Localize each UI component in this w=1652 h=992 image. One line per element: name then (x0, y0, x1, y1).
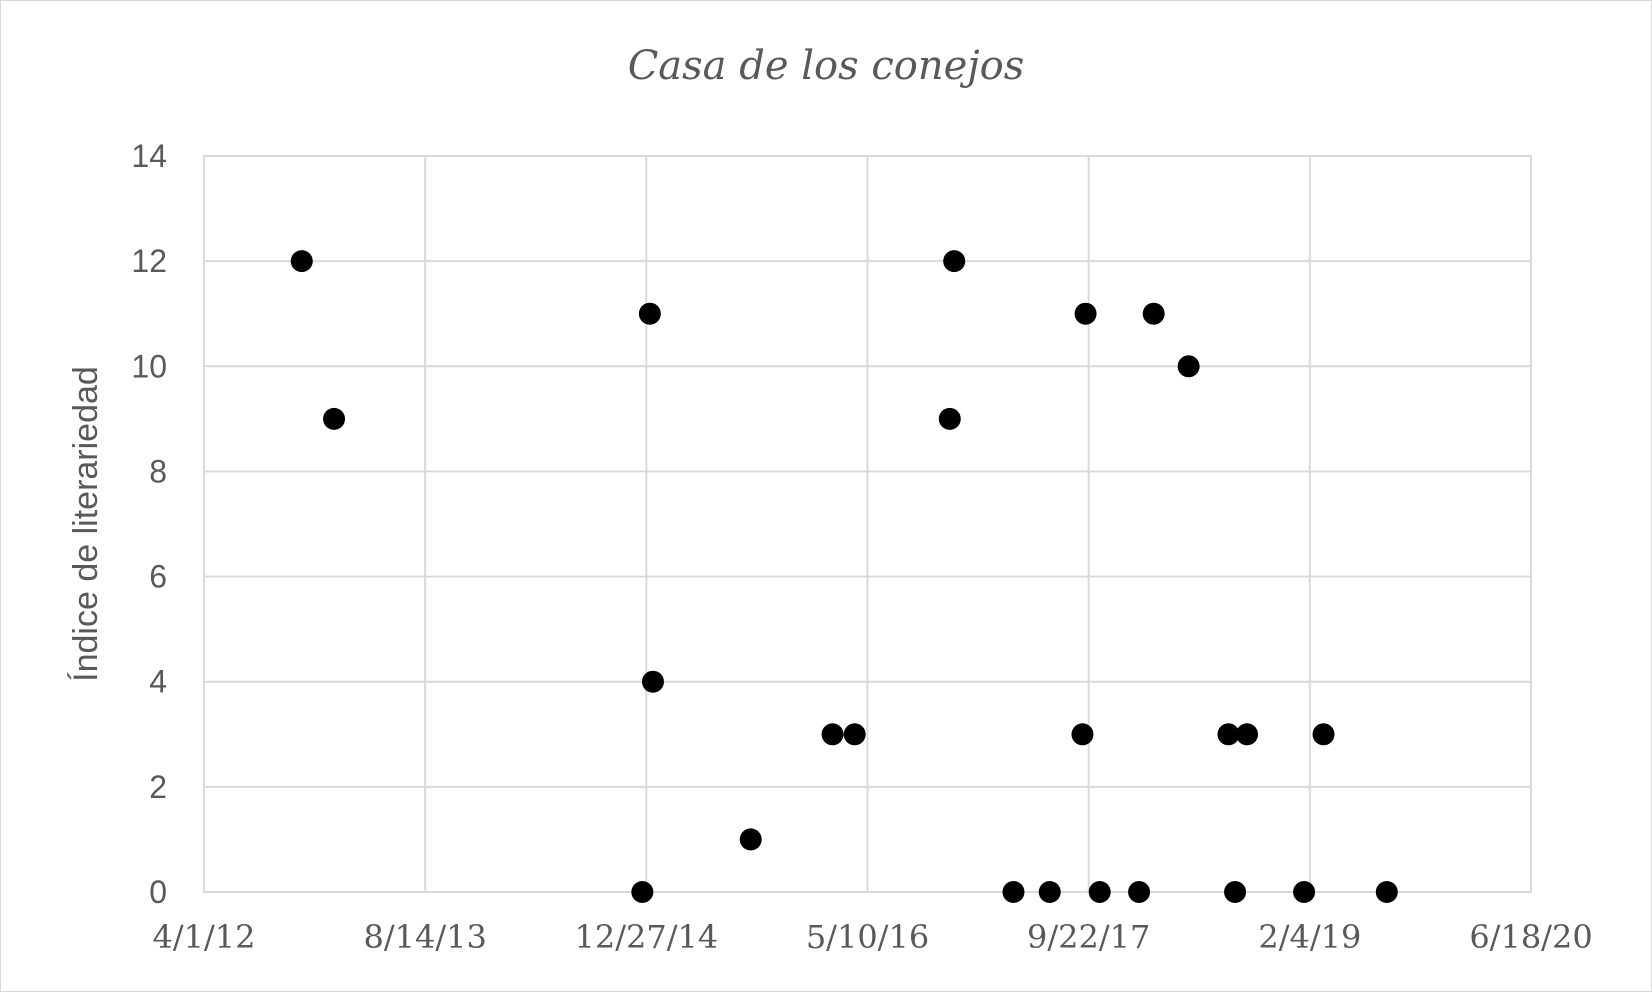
y-tick-label: 12 (131, 243, 167, 279)
data-point (1038, 881, 1061, 903)
y-tick-label: 2 (149, 769, 167, 805)
data-point (943, 250, 966, 273)
x-tick-label: 4/1/12 (153, 918, 256, 956)
data-point (290, 250, 313, 273)
x-tick-label: 6/18/20 (1469, 918, 1592, 956)
data-point (1375, 881, 1398, 903)
data-point (1224, 881, 1247, 903)
y-tick-label: 4 (149, 664, 167, 700)
data-point (1236, 723, 1259, 746)
data-point (1128, 881, 1151, 903)
data-point (739, 828, 762, 851)
data-point (821, 723, 844, 746)
y-tick-label: 6 (149, 559, 167, 595)
y-tick-label: 0 (149, 874, 167, 910)
data-point (1312, 723, 1335, 746)
data-point (631, 881, 654, 903)
data-point (1088, 881, 1111, 903)
y-axis-label: Índice de literariedad (67, 366, 105, 682)
x-axis-ticks: 4/1/12 8/14/13 12/27/14 5/10/16 9/22/17 2/4/1… (153, 918, 1593, 956)
data-point (843, 723, 866, 746)
data-point (1217, 723, 1240, 746)
y-tick-label: 14 (131, 138, 167, 174)
data-point (1177, 355, 1200, 378)
y-tick-label: 8 (149, 453, 167, 489)
data-point (1002, 881, 1025, 903)
data-point (1293, 881, 1316, 903)
x-tick-label: 2/4/19 (1258, 918, 1361, 956)
chart-title: Casa de los conejos (628, 43, 1025, 89)
data-point (1071, 723, 1094, 746)
plot-area (203, 155, 1532, 893)
y-tick-label: 10 (131, 348, 167, 384)
x-tick-label: 12/27/14 (574, 918, 718, 956)
gridlines (203, 155, 1532, 893)
x-tick-label: 5/10/16 (806, 918, 929, 956)
data-point (323, 407, 346, 430)
data-point (938, 407, 961, 430)
data-points (290, 250, 1398, 903)
data-point (638, 302, 661, 325)
x-tick-label: 8/14/13 (363, 918, 486, 956)
y-axis-ticks: 0 2 4 6 8 10 12 14 (131, 138, 167, 910)
data-point (641, 670, 664, 693)
data-point (1142, 302, 1165, 325)
data-point (1074, 302, 1097, 325)
x-tick-label: 9/22/17 (1027, 918, 1150, 956)
